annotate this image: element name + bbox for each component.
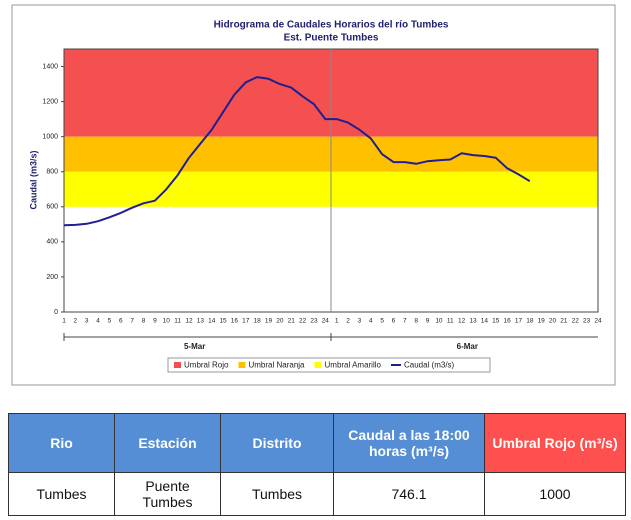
x-tick-label: 16: [231, 318, 239, 325]
cell: 746.1: [333, 472, 485, 516]
x-tick-label: 8: [142, 318, 146, 325]
x-tick-label: 13: [197, 318, 205, 325]
x-tick-label: 12: [458, 318, 466, 325]
x-tick-label: 24: [322, 318, 330, 325]
x-tick-label: 6: [392, 318, 396, 325]
x-tick-label: 12: [185, 318, 193, 325]
y-tick-label: 1000: [42, 134, 58, 141]
table: Rio Estación Distrito Caudal a las 18:00…: [8, 413, 626, 516]
legend-label: Umbral Amarillo: [325, 361, 382, 370]
legend-swatch: [238, 362, 246, 368]
chart: Hidrograma de Caudales Horarios del río …: [11, 4, 616, 386]
chart-title: Hidrograma de Caudales Horarios del río …: [214, 20, 449, 31]
header-cell: Rio: [8, 413, 115, 473]
y-tick-label: 600: [46, 204, 58, 211]
x-tick-label: 24: [594, 318, 602, 325]
x-tick-label: 20: [276, 318, 284, 325]
x-tick-label: 6: [119, 318, 123, 325]
x-tick-label: 4: [96, 318, 100, 325]
x-tick-label: 2: [346, 318, 350, 325]
x-tick-label: 21: [288, 318, 296, 325]
header-cell: Caudal a las 18:00 horas (m³/s): [333, 413, 485, 473]
x-tick-label: 7: [130, 318, 134, 325]
y-tick-label: 1400: [42, 63, 58, 70]
x-tick-label: 19: [538, 318, 546, 325]
table-row: Tumbes Puente Tumbes Tumbes 746.1 1000: [8, 472, 626, 516]
legend-frame: [167, 357, 491, 373]
x-tick-label: 21: [560, 318, 568, 325]
x-tick-label: 16: [503, 318, 511, 325]
x-tick-label: 2: [74, 318, 78, 325]
x-tick-label: 10: [435, 318, 443, 325]
y-axis-label: Caudal (m3/s): [28, 150, 38, 209]
y-tick-label: 0: [54, 309, 58, 316]
x-tick-label: 14: [208, 318, 216, 325]
series-line: [63, 76, 531, 227]
header-cell: Umbral Rojo (m³/s): [484, 413, 626, 473]
x-tick-label: 4: [369, 318, 373, 325]
x-tick-label: 23: [583, 318, 591, 325]
x-tick-label: 15: [219, 318, 227, 325]
x-tick-label: 13: [469, 318, 477, 325]
x-tick-label: 22: [572, 318, 580, 325]
cell: Puente Tumbes: [114, 472, 221, 516]
legend-label: Caudal (m3/s): [404, 361, 455, 370]
x-tick-label: 11: [174, 318, 181, 325]
group-label: 5-Mar: [184, 342, 205, 351]
x-tick-label: 1: [335, 318, 339, 325]
x-tick-label: 18: [254, 318, 262, 325]
y-tick-label: 200: [46, 274, 58, 281]
x-tick-label: 1: [62, 318, 66, 325]
header-cell: Distrito: [220, 413, 334, 473]
cell: Tumbes: [8, 472, 115, 516]
header-cell: Estación: [114, 413, 221, 473]
legend-swatch: [174, 362, 181, 368]
cell: 1000: [484, 472, 626, 516]
cell: Tumbes: [220, 472, 334, 516]
x-tick-label: 19: [265, 318, 273, 325]
legend-swatch: [314, 362, 322, 368]
y-tick-label: 400: [46, 239, 58, 246]
x-tick-label: 7: [403, 318, 407, 325]
x-tick-label: 3: [85, 318, 89, 325]
group-label: 6-Mar: [457, 342, 478, 351]
x-tick-label: 14: [481, 318, 489, 325]
table-header: Rio Estación Distrito Caudal a las 18:00…: [8, 413, 626, 473]
x-tick-label: 15: [492, 318, 500, 325]
legend-label: Umbral Rojo: [184, 361, 229, 370]
legend-label: Umbral Naranja: [248, 361, 305, 370]
x-tick-label: 11: [447, 318, 454, 325]
x-tick-label: 18: [526, 318, 534, 325]
x-tick-label: 17: [242, 318, 250, 325]
x-tick-label: 10: [163, 318, 171, 325]
x-tick-label: 17: [515, 318, 523, 325]
x-tick-label: 23: [310, 318, 318, 325]
x-tick-label: 5: [108, 318, 112, 325]
x-tick-label: 5: [380, 318, 384, 325]
x-tick-label: 20: [549, 318, 557, 325]
x-tick-label: 3: [358, 318, 362, 325]
y-tick-label: 1200: [42, 98, 58, 105]
x-tick-label: 8: [414, 318, 418, 325]
x-tick-label: 9: [426, 318, 430, 325]
y-tick-label: 800: [46, 169, 58, 176]
x-tick-label: 22: [299, 318, 307, 325]
x-tick-label: 9: [153, 318, 157, 325]
chart-subtitle: Est. Puente Tumbes: [284, 33, 379, 44]
